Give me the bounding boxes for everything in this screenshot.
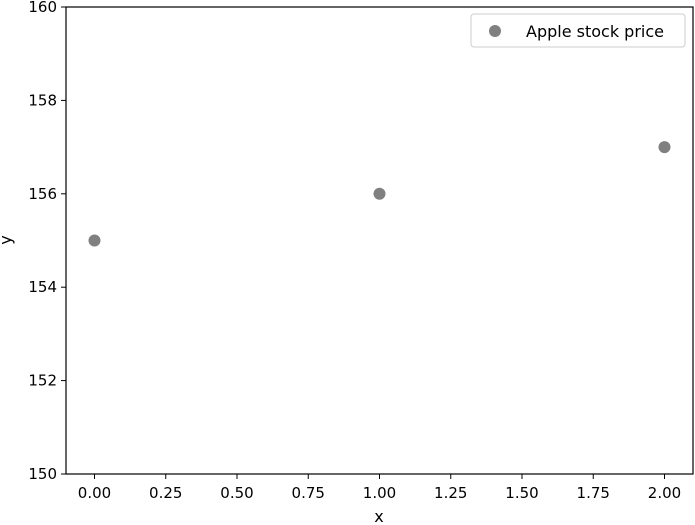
data-points xyxy=(88,141,671,247)
legend: Apple stock price xyxy=(470,13,686,48)
data-point xyxy=(658,141,671,154)
plot-frame xyxy=(65,6,694,475)
x-tick-label: 1.50 xyxy=(505,484,538,502)
y-tick-label: 160 xyxy=(28,0,57,16)
x-axis-label: x xyxy=(374,507,383,525)
y-axis-label: y xyxy=(0,235,15,244)
y-axis: 150 152 154 156 158 160 xyxy=(28,0,66,483)
x-tick-label: 0.00 xyxy=(78,484,111,502)
legend-label: Apple stock price xyxy=(526,22,664,41)
y-tick-label: 158 xyxy=(28,91,57,109)
y-tick-label: 154 xyxy=(28,278,57,296)
plot-area xyxy=(65,6,694,475)
x-tick-label: 1.75 xyxy=(577,484,610,502)
legend-box xyxy=(470,13,686,48)
legend-marker xyxy=(489,25,501,37)
x-tick-label: 1.00 xyxy=(363,484,396,502)
x-axis: 0.00 0.25 0.50 0.75 1.00 1.25 1.50 1.75 2.00 xyxy=(78,474,681,502)
x-tick-label: 0.25 xyxy=(149,484,182,502)
x-tick-label: 0.75 xyxy=(292,484,325,502)
data-point xyxy=(88,234,101,247)
x-tick-label: 1.25 xyxy=(434,484,467,502)
y-tick-label: 152 xyxy=(28,372,57,390)
y-tick-label: 156 xyxy=(28,185,57,203)
x-tick-label: 2.00 xyxy=(648,484,681,502)
x-tick-label: 0.50 xyxy=(220,484,253,502)
data-point xyxy=(373,187,386,200)
y-tick-label: 150 xyxy=(28,465,57,483)
